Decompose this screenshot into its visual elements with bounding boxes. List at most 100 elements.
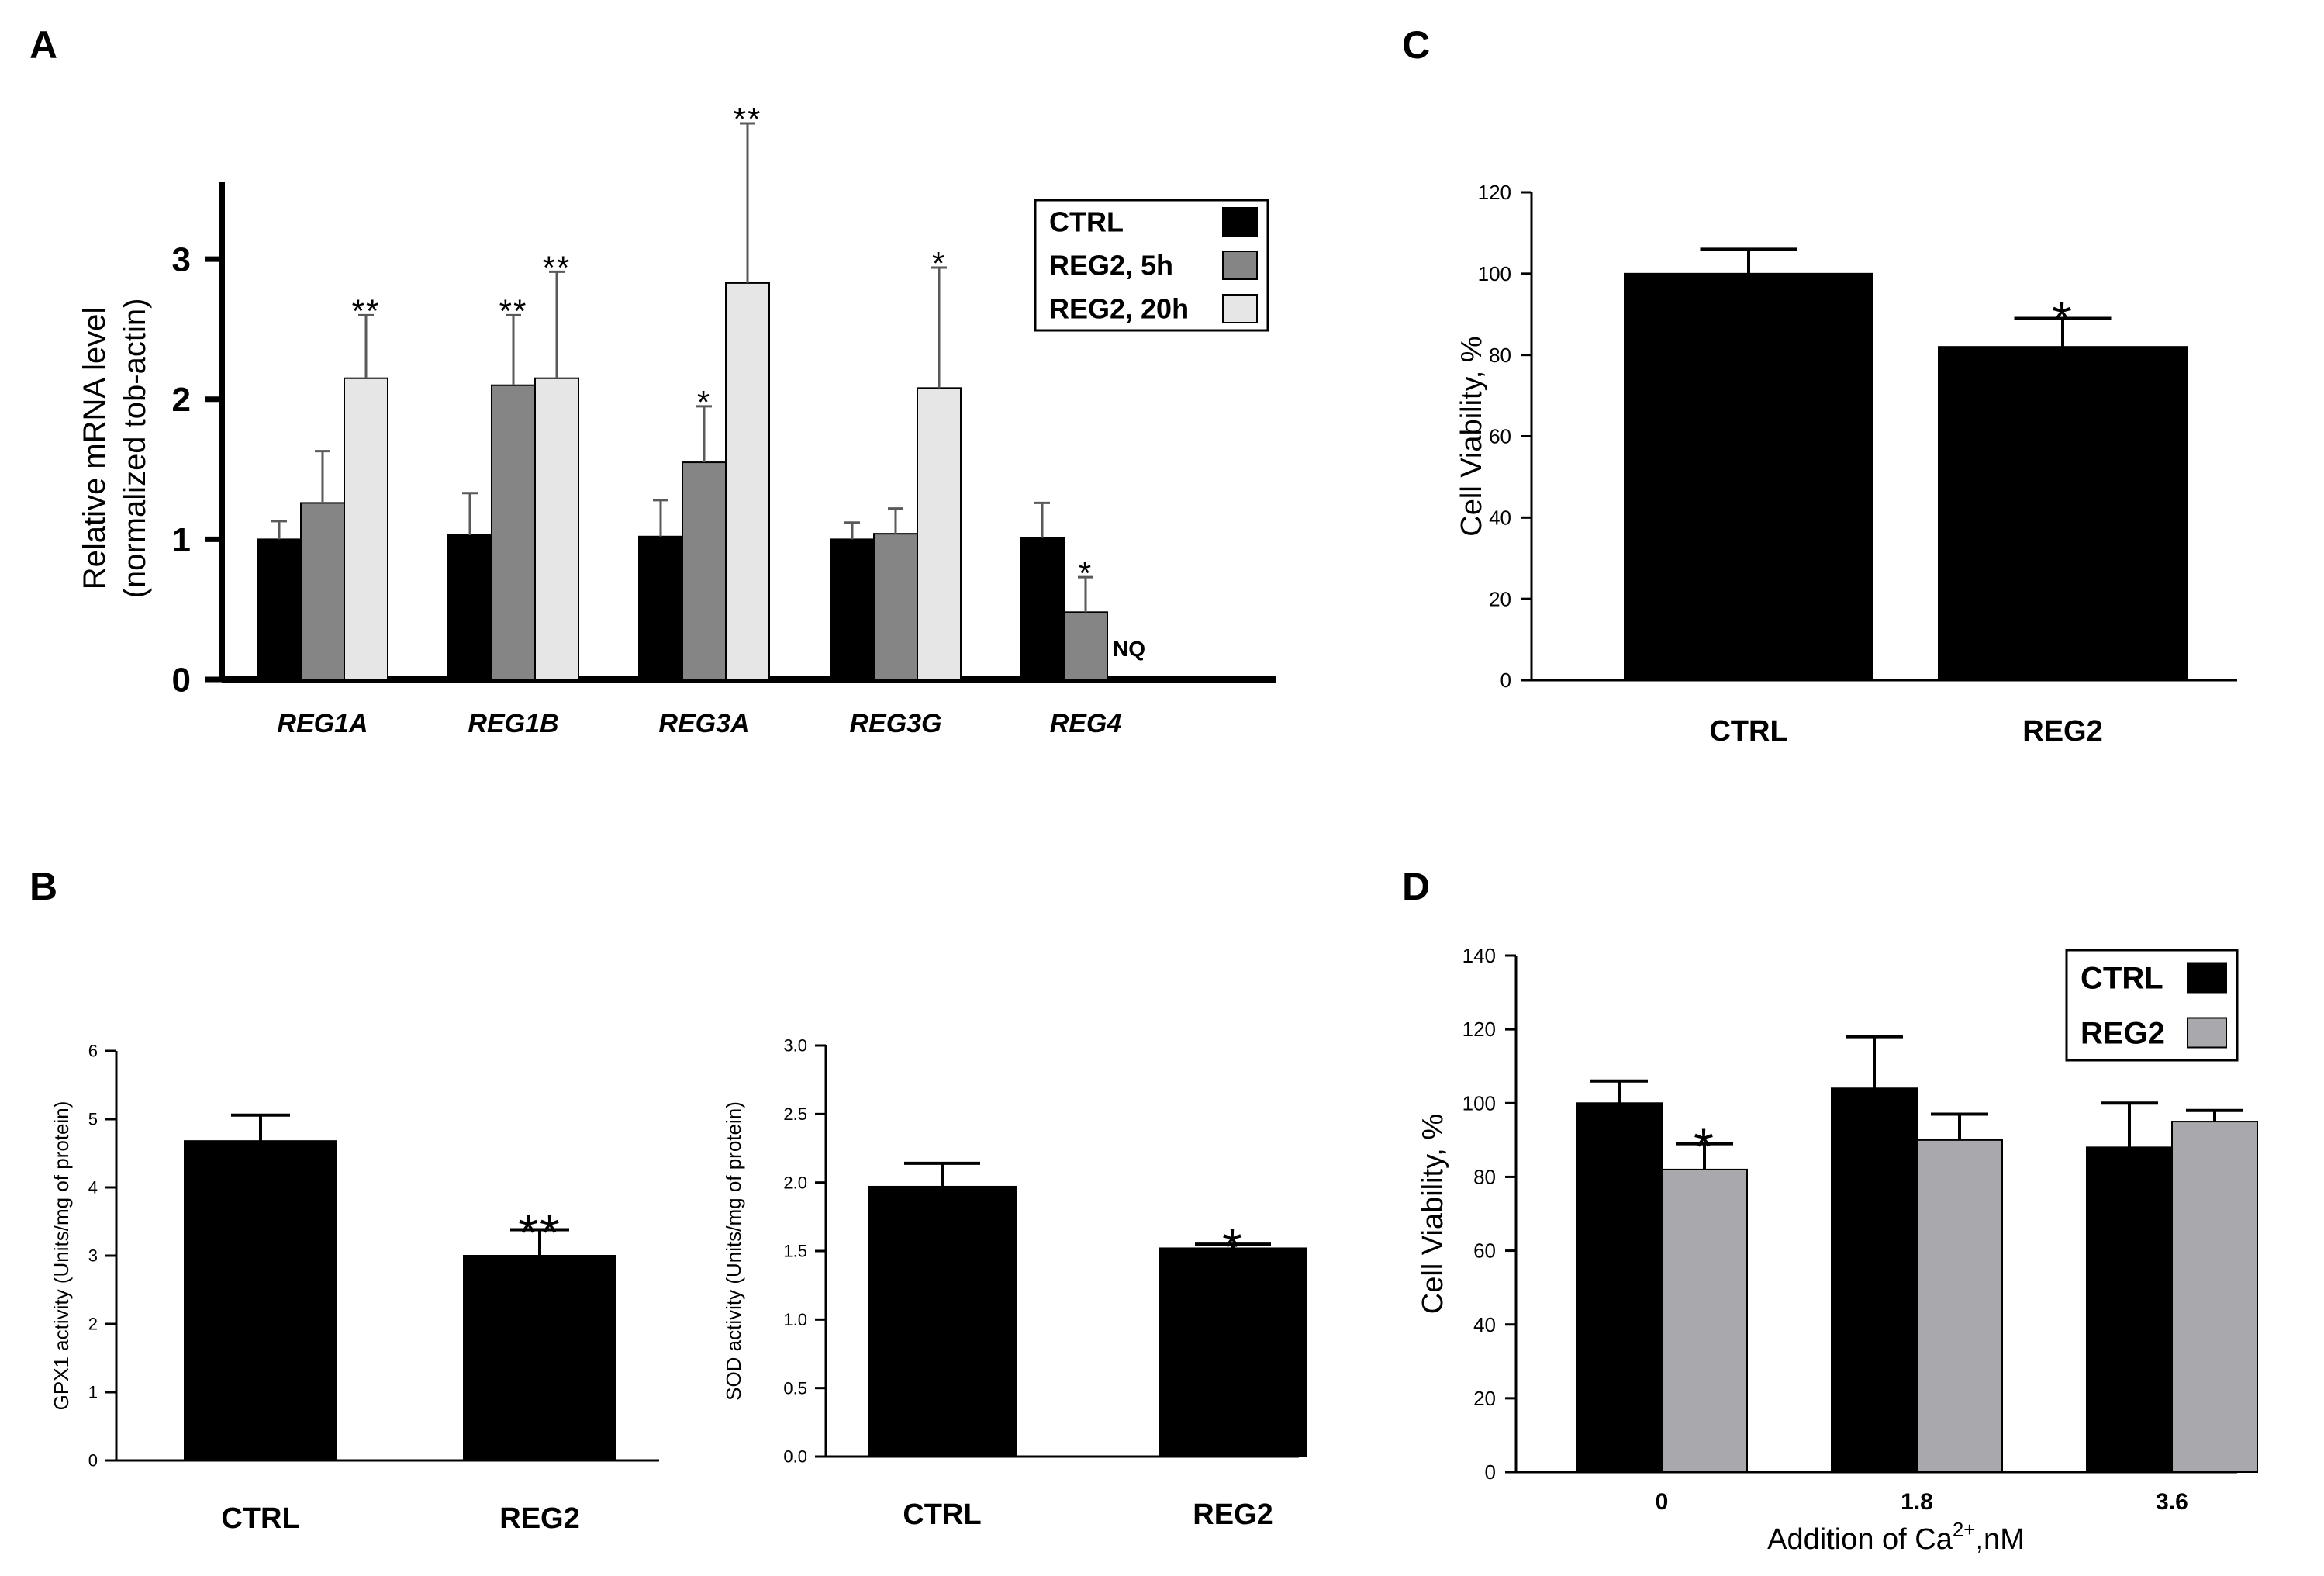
y-tick-label: 120 bbox=[1462, 1018, 1496, 1041]
x-category-label: 3.6 bbox=[2156, 1489, 2188, 1515]
x-category-label: REG4 bbox=[1050, 709, 1122, 738]
significance-label: NQ bbox=[1113, 637, 1145, 661]
panel-label: B bbox=[29, 865, 57, 908]
y-tick-label: 5 bbox=[88, 1110, 98, 1129]
significance-label: ** bbox=[499, 293, 528, 330]
x-axis-title-suffix: ,nM bbox=[1976, 1523, 2025, 1556]
significance-label: ** bbox=[734, 101, 762, 137]
panel-D: 0 20 40 60 80 100 120 140 Cell Viability, % * 0 1.8… bbox=[1417, 944, 2258, 1556]
panel-label: C bbox=[1402, 23, 1430, 67]
bar bbox=[1938, 346, 2188, 681]
y-tick-label: 40 bbox=[1473, 1313, 1496, 1336]
x-category-label: REG2 bbox=[1193, 1498, 1273, 1531]
significance-label: * bbox=[1222, 1218, 1244, 1275]
legend-swatch bbox=[1222, 251, 1258, 280]
y-tick-label: 120 bbox=[1478, 181, 1511, 204]
x-category-label: REG2 bbox=[499, 1502, 579, 1535]
significance-label: * bbox=[2052, 291, 2074, 348]
legend-label: REG2 bbox=[2081, 1017, 2165, 1051]
x-category-label: REG3G bbox=[849, 709, 941, 738]
y-tick-label: 60 bbox=[1489, 425, 1511, 448]
y-tick-label: 1.5 bbox=[783, 1242, 807, 1261]
x-category-label: REG1A bbox=[277, 709, 368, 738]
bar bbox=[725, 282, 770, 680]
significance-label: * bbox=[1694, 1118, 1715, 1175]
y-axis-title: GPX1 activity (Units/mg of protein) bbox=[50, 1101, 73, 1411]
y-tick-label: 20 bbox=[1489, 587, 1511, 610]
bar bbox=[638, 535, 683, 680]
bar bbox=[1661, 1168, 1748, 1474]
bar bbox=[2171, 1121, 2258, 1473]
y-tick-label: 3.0 bbox=[783, 1036, 807, 1056]
y-tick-label: 1 bbox=[172, 521, 191, 559]
y-axis-title: Relative mRNA level bbox=[78, 307, 112, 590]
significance-label: * bbox=[1079, 555, 1093, 591]
y-tick-label: 0.5 bbox=[783, 1378, 807, 1398]
bar bbox=[1063, 611, 1108, 680]
bar bbox=[682, 461, 727, 680]
legend-label: CTRL bbox=[1049, 206, 1124, 238]
y-tick-label: 0 bbox=[172, 661, 191, 699]
y-axis-title: Cell Viability, % bbox=[1456, 336, 1488, 536]
legend-label: CTRL bbox=[2081, 962, 2163, 996]
bar bbox=[447, 534, 492, 681]
bar bbox=[1624, 272, 1873, 682]
y-tick-label: 40 bbox=[1489, 506, 1511, 529]
bar bbox=[463, 1255, 616, 1461]
bar bbox=[1576, 1102, 1663, 1474]
y-tick-label: 6 bbox=[88, 1042, 98, 1061]
bar bbox=[344, 377, 388, 680]
bar bbox=[534, 377, 579, 680]
significance-label: ** bbox=[518, 1204, 561, 1261]
y-tick-label: 100 bbox=[1478, 262, 1511, 285]
x-axis-title: Addition of Ca2+,nM bbox=[1767, 1518, 2025, 1556]
y-tick-label: 80 bbox=[1489, 344, 1511, 367]
y-axis-title: Cell Viability, % bbox=[1417, 1114, 1449, 1314]
panel-C: 0 20 40 60 80 100 120 Cell Viability, % * CTRL REG… bbox=[1456, 181, 2237, 748]
significance-label: ** bbox=[543, 250, 572, 286]
y-tick-label: 3 bbox=[172, 241, 191, 279]
x-category-label: 1.8 bbox=[1901, 1489, 1933, 1515]
y-tick-label: 2.0 bbox=[783, 1173, 807, 1192]
panel-B2: 0.0 0.5 1.0 1.5 2.0 2.5 3.0 SOD activity (Units… bbox=[722, 1036, 1307, 1531]
y-tick-label: 3 bbox=[88, 1246, 98, 1266]
y-tick-label: 0 bbox=[1485, 1460, 1496, 1484]
bar bbox=[184, 1140, 337, 1462]
y-tick-label: 1 bbox=[88, 1383, 98, 1402]
legend-swatch bbox=[1222, 294, 1258, 323]
bar bbox=[873, 533, 918, 680]
significance-label: * bbox=[697, 384, 711, 420]
panel-A: 0 1 2 3 Relative mRNA level (normalized tob-a… bbox=[78, 101, 1276, 738]
y-tick-label: 4 bbox=[88, 1178, 98, 1198]
bar bbox=[300, 502, 345, 680]
panel-label: A bbox=[29, 23, 57, 67]
y-tick-label: 2.5 bbox=[783, 1104, 807, 1124]
x-category-label: REG3A bbox=[658, 709, 749, 738]
x-axis-title-sup: 2+ bbox=[1953, 1518, 1976, 1541]
panels: A B C D 0 1 2 3 Relative mRNA level (normalized t… bbox=[29, 23, 2258, 1556]
bar bbox=[1020, 537, 1065, 681]
bar bbox=[830, 538, 875, 680]
legend-label: REG2, 20h bbox=[1049, 293, 1189, 325]
y-tick-label: 0 bbox=[1500, 669, 1511, 692]
legend-swatch bbox=[2187, 962, 2227, 994]
bar bbox=[2086, 1146, 2173, 1474]
bar bbox=[1159, 1247, 1307, 1457]
y-tick-label: 1.0 bbox=[783, 1310, 807, 1329]
bar bbox=[917, 387, 962, 680]
x-category-label: 0 bbox=[1656, 1489, 1669, 1515]
y-axis-title: (normalized tob-actin) bbox=[118, 299, 152, 599]
x-category-label: CTRL bbox=[903, 1498, 981, 1531]
y-tick-label: 80 bbox=[1473, 1166, 1496, 1189]
bar bbox=[257, 538, 302, 680]
legend-label: REG2, 5h bbox=[1049, 250, 1173, 282]
y-tick-label: 0 bbox=[88, 1451, 98, 1471]
y-tick-label: 20 bbox=[1473, 1387, 1496, 1410]
y-tick-label: 60 bbox=[1473, 1239, 1496, 1263]
bar bbox=[1916, 1139, 2003, 1474]
bar bbox=[1831, 1087, 1918, 1474]
panel-B1: 0 1 2 3 4 5 6 GPX1 activity (Units/mg of protei… bbox=[50, 1042, 659, 1535]
legend-swatch bbox=[1222, 207, 1258, 237]
y-axis-title: SOD activity (Units/mg of protein) bbox=[722, 1101, 745, 1401]
